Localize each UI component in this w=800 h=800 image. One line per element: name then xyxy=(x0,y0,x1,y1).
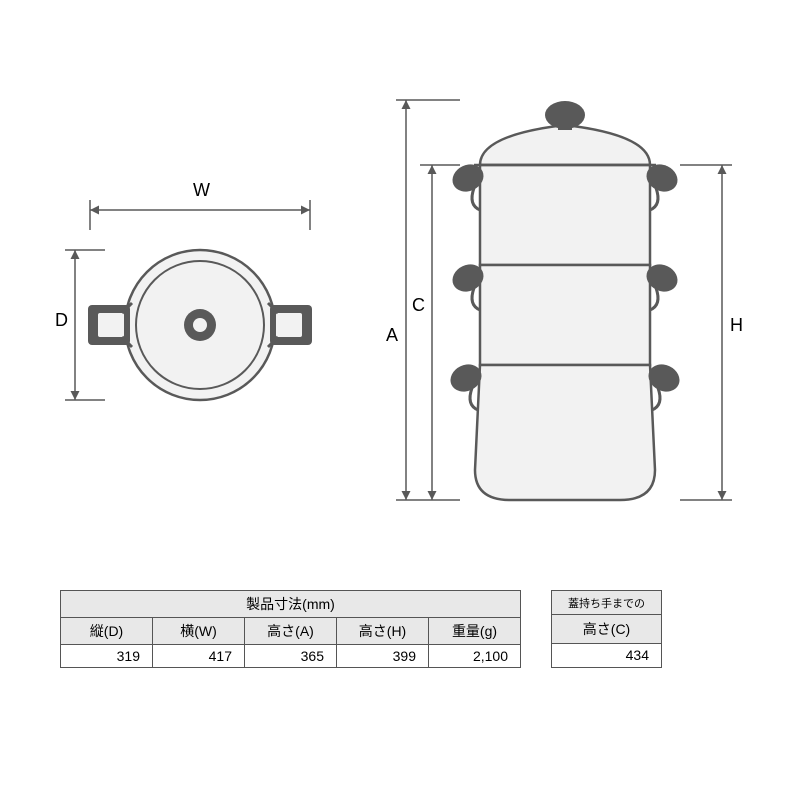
val-a: 365 xyxy=(245,645,337,668)
label-h: H xyxy=(730,315,743,336)
val-h: 399 xyxy=(337,645,429,668)
main-table-title: 製品寸法(mm) xyxy=(61,591,521,618)
label-d: D xyxy=(55,310,68,331)
val-d: 319 xyxy=(61,645,153,668)
dimensions-table: 製品寸法(mm) 縦(D) 横(W) 高さ(A) 高さ(H) 重量(g) 319… xyxy=(60,590,521,668)
col-weight: 重量(g) xyxy=(429,618,521,645)
top-view: W D xyxy=(60,190,340,390)
label-c: C xyxy=(412,295,425,316)
col-h: 高さ(H) xyxy=(337,618,429,645)
val-weight: 2,100 xyxy=(429,645,521,668)
col-c: 高さ(C) xyxy=(552,615,662,643)
diagram-area: W D xyxy=(0,60,800,560)
col-d: 縦(D) xyxy=(61,618,153,645)
col-w: 横(W) xyxy=(153,618,245,645)
label-w: W xyxy=(193,180,210,201)
side-table-title: 蓋持ち手までの xyxy=(552,591,662,615)
col-a: 高さ(A) xyxy=(245,618,337,645)
tables-area: 製品寸法(mm) 縦(D) 横(W) 高さ(A) 高さ(H) 重量(g) 319… xyxy=(60,590,760,668)
side-view: C A H xyxy=(380,70,760,520)
val-w: 417 xyxy=(153,645,245,668)
val-c: 434 xyxy=(552,643,662,667)
label-a: A xyxy=(386,325,398,346)
height-c-table: 蓋持ち手までの 高さ(C) 434 xyxy=(551,590,662,668)
